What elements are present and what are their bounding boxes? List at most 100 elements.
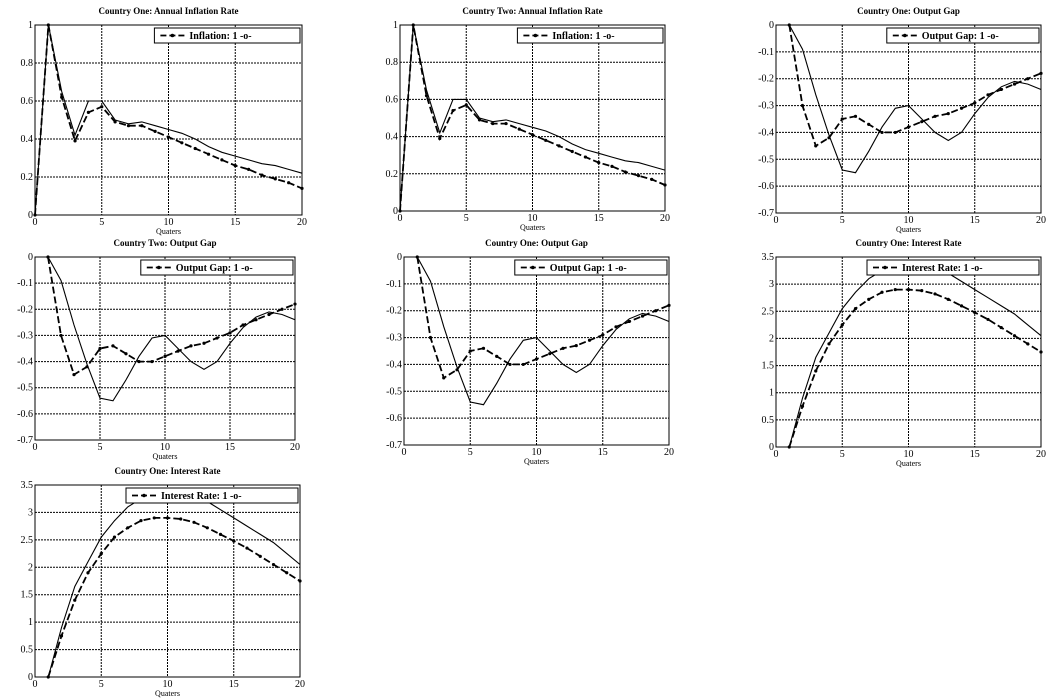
series-marker [534, 357, 539, 361]
y-tick-label: 1.5 [21, 590, 34, 601]
series-marker [610, 164, 614, 168]
series-marker [517, 127, 521, 131]
series-marker [521, 362, 525, 367]
x-axis-label: Quaters [153, 452, 178, 461]
legend-label: Interest Rate: 1 -o- [902, 263, 983, 274]
series-marker [557, 144, 561, 148]
series-marker [179, 517, 183, 521]
plot-frame [34, 24, 303, 216]
series-marker [1039, 350, 1043, 354]
legend-label: Inflation: 1 -o- [189, 31, 251, 42]
series-marker [166, 135, 171, 139]
series-marker [973, 101, 977, 105]
series-marker [893, 130, 897, 135]
series-marker [215, 336, 219, 340]
legend-box [886, 27, 1040, 44]
x-tick-label: 0 [774, 215, 779, 226]
x-tick-label: 10 [164, 217, 174, 228]
series-marker [193, 146, 197, 151]
legend-box [866, 259, 1040, 276]
chart-1: Country One: Annual Inflation Rate 0 0.2 0.… [21, 6, 308, 236]
y-tick-label: -0.3 [386, 333, 402, 344]
chart-title: Country Two: Output Gap [114, 238, 217, 248]
series-marker [867, 297, 871, 301]
series-marker [415, 255, 419, 259]
series-marker [840, 323, 844, 327]
x-tick-label: 15 [230, 217, 240, 228]
series-marker [300, 186, 304, 190]
chart-title: Country One: Annual Inflation Rate [98, 6, 238, 16]
series-marker [451, 108, 455, 113]
series-marker [455, 368, 459, 372]
y-tick-label: 0.5 [21, 645, 34, 656]
y-tick-label: 0.2 [386, 169, 399, 180]
series-marker [442, 376, 446, 380]
chart-3: Country One: Output Gap -0.7 -0.6 -0.5 -0.4 -… [758, 6, 1046, 234]
x-axis-label: Quaters [520, 223, 545, 232]
legend-marker-sample [142, 493, 146, 498]
legend-marker-sample [903, 33, 907, 38]
chart-7: Country One: Interest Rate 0 0.5 1 1.5 2 2.5 3 3… [21, 466, 306, 698]
series-marker [814, 144, 818, 148]
y-tick-label: -0.6 [386, 413, 402, 424]
series-marker [544, 138, 548, 142]
series-marker [59, 333, 63, 338]
x-tick-label: 0 [774, 449, 779, 460]
chart-5: Country One: Output Gap -0.7 -0.6 -0.5 -0.4 -… [386, 238, 674, 466]
series-marker [271, 562, 276, 567]
y-tick-label: 0 [397, 252, 402, 263]
series-line-solid [34, 24, 303, 216]
x-tick-label: 10 [904, 449, 914, 460]
series-marker [424, 94, 429, 98]
x-axis-label: Quaters [156, 227, 181, 236]
series-marker [176, 349, 180, 353]
series-marker [220, 158, 224, 162]
y-tick-label: -0.5 [17, 383, 33, 394]
chart-6: Country One: Interest Rate 0 0.5 1 1.5 2 2.5 3 3… [762, 238, 1047, 468]
y-tick-label: 3 [769, 279, 774, 290]
y-tick-label: -0.3 [758, 101, 774, 112]
x-tick-label: 15 [970, 215, 980, 226]
series-marker [287, 181, 291, 185]
plot-frame [403, 256, 670, 446]
series-marker [99, 551, 103, 556]
series-marker [933, 114, 937, 118]
series-marker [959, 106, 964, 110]
plot-frame [775, 24, 1042, 214]
series-marker [614, 325, 618, 329]
x-tick-label: 5 [840, 215, 845, 226]
series-marker [906, 125, 911, 129]
plot-frame [34, 256, 296, 441]
series-marker [137, 359, 141, 364]
series-marker [986, 317, 990, 322]
series-line-dashed [416, 256, 670, 380]
x-tick-label: 5 [98, 442, 103, 453]
series-marker [85, 365, 89, 369]
series-marker [86, 110, 90, 114]
y-tick-label: 0 [28, 672, 33, 683]
x-axis-label: Quaters [896, 459, 921, 468]
series-marker [504, 121, 508, 126]
legend-marker-sample [883, 265, 887, 270]
series-marker [650, 177, 654, 181]
series-marker [124, 352, 128, 356]
series-marker [280, 307, 284, 311]
series-marker [247, 167, 251, 171]
y-tick-label: -0.6 [17, 409, 33, 420]
series-marker [906, 287, 911, 292]
y-tick-label: 0 [28, 252, 33, 263]
series-marker [60, 95, 64, 99]
series-marker [800, 103, 805, 108]
legend-marker-sample [533, 33, 538, 38]
series-marker [258, 554, 262, 558]
series-marker [232, 539, 236, 543]
y-tick-label: 0.6 [386, 94, 399, 105]
series-marker [999, 87, 1003, 92]
legend-marker-sample [157, 265, 161, 270]
series-marker [601, 333, 605, 337]
series-marker [100, 105, 104, 109]
y-tick-label: 0 [28, 210, 33, 221]
x-tick-label: 0 [33, 217, 38, 228]
y-tick-label: 0.8 [386, 57, 399, 68]
